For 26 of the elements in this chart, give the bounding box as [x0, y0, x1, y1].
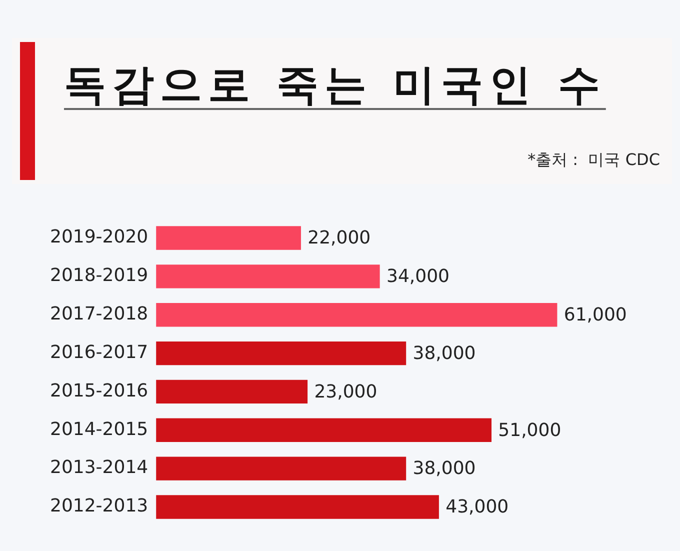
bar — [156, 380, 308, 404]
data-label: 43,000 — [446, 496, 509, 518]
y-tick-label: 2014-2015 — [50, 418, 148, 440]
y-tick-label: 2017-2018 — [50, 304, 148, 325]
y-tick-label: 2012-2013 — [50, 496, 148, 517]
data-label: 61,000 — [564, 304, 627, 326]
bar — [156, 495, 439, 519]
text: *출처 : 미국 CDC — [528, 150, 660, 171]
data-label: 51,000 — [498, 420, 562, 441]
bar — [156, 303, 558, 327]
bar — [156, 341, 406, 366]
bar — [156, 264, 380, 288]
data-label: 23,000 — [314, 381, 378, 402]
data-label: 38,000 — [412, 458, 476, 480]
data-label: 38,000 — [412, 342, 476, 364]
y-tick-label: 2019-2020 — [50, 226, 148, 248]
data-label: 34,000 — [386, 266, 450, 288]
bar — [156, 226, 301, 250]
bar — [156, 418, 492, 442]
y-tick-label: 2015-2016 — [50, 380, 148, 402]
y-tick-label: 2018-2019 — [50, 265, 148, 286]
data-label: 22,000 — [308, 228, 371, 249]
bar — [156, 456, 406, 480]
chart-title: 독감으로 죽는 미국인 수 — [64, 59, 606, 111]
y-tick-label: 2013-2014 — [50, 457, 148, 478]
y-tick-label: 2016-2017 — [50, 342, 148, 363]
